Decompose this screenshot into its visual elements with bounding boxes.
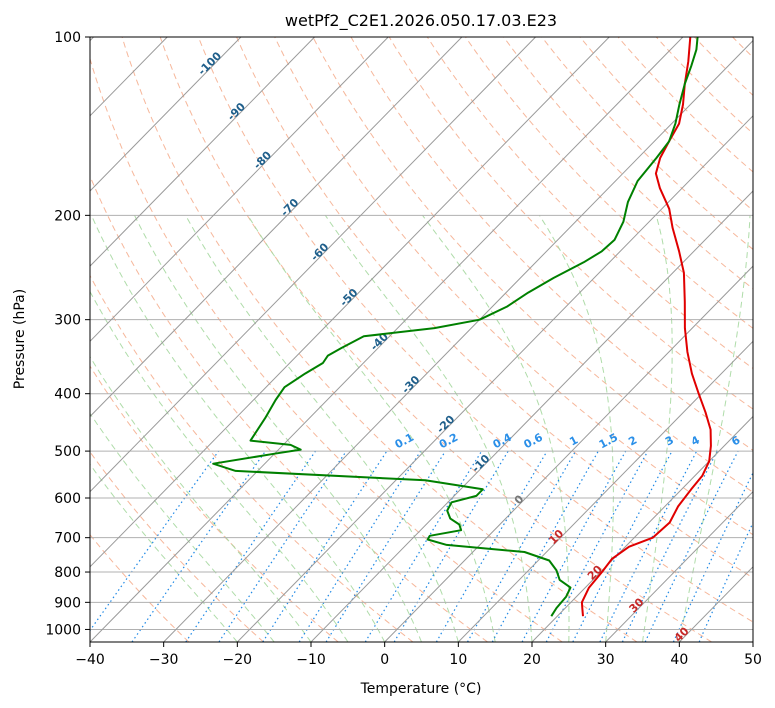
isotherm-line: [531, 415, 753, 642]
x-tick-label: 20: [523, 652, 541, 668]
mixing-ratio-line: [521, 450, 627, 642]
mixing-ratio-line: [393, 450, 509, 642]
y-axis: 100 200 300 400 500 600 700 800 900 1000: [45, 30, 90, 638]
x-tick-label: −40: [75, 652, 105, 668]
x-tick-label: −20: [223, 652, 253, 668]
mixing-ratio-line: [491, 450, 599, 642]
chart-title: wetPf2_C2E1.2026.050.17.03.E23: [285, 11, 557, 31]
isotherm-line: [310, 190, 753, 642]
dry-adiabat: [90, 451, 264, 642]
y-tick-label: 1000: [45, 622, 81, 638]
isotherm-line: [90, 37, 242, 192]
isotherm-line: [457, 340, 753, 642]
moist-adiabat: [90, 290, 349, 642]
dry-adiabat: [426, 37, 753, 370]
mixing-ratio-line: [698, 521, 753, 642]
moist-adiabat: [324, 215, 533, 642]
isotherm-line: [90, 37, 610, 568]
moist-adiabat: [538, 215, 614, 642]
y-tick-label: 700: [54, 531, 81, 547]
plot-frame: [89, 36, 754, 643]
dry-adiabat: [90, 57, 563, 642]
mixing-ratio-line: [364, 450, 483, 642]
y-tick-label: 200: [54, 208, 81, 224]
temperature-line: [580, 37, 712, 617]
mixing-ratio-lines: [90, 450, 753, 642]
x-tick-label: 0: [380, 652, 389, 668]
mixing-ratio-line: [644, 450, 739, 642]
mixing-ratio-line: [466, 450, 577, 642]
dry-adiabat: [350, 37, 753, 451]
isotherm-line: [384, 265, 753, 642]
dry-adiabat: [312, 37, 753, 493]
moist-adiabat: [90, 215, 386, 642]
dry-adiabat: [617, 37, 753, 173]
y-tick-label: 300: [54, 313, 81, 329]
isotherms: [90, 37, 753, 642]
isotherm-line: [605, 490, 753, 642]
y-tick-label: 800: [54, 565, 81, 581]
x-tick-label: 30: [597, 652, 615, 668]
pressure-gridlines: [90, 37, 753, 630]
dry-adiabat: [274, 37, 753, 536]
dry-adiabats: [90, 37, 753, 642]
y-tick-label: 100: [54, 30, 81, 46]
moist-adiabat: [134, 215, 422, 642]
mixing-ratio-line: [325, 450, 446, 642]
moist-adiabat: [90, 412, 275, 642]
isotherm-line: [90, 37, 684, 642]
dewpoint-line: [212, 37, 699, 617]
y-tick-label: 600: [54, 491, 81, 507]
moist-adiabat: [642, 215, 673, 642]
x-tick-label: −30: [149, 652, 179, 668]
mixing-ratio-line: [131, 450, 266, 642]
moist-adiabat: [422, 215, 570, 642]
profile-series: [212, 37, 712, 617]
moist-adiabat: [90, 463, 238, 642]
x-axis: −40 −30 −20 −10 0 10 20 30 40 50: [75, 642, 762, 668]
mixing-ratio-line: [435, 450, 548, 642]
y-axis-title: Pressure (hPa): [12, 289, 28, 389]
dry-adiabat: [159, 37, 712, 642]
dry-adiabat: [579, 37, 753, 212]
dry-adiabat: [236, 37, 753, 579]
moist-adiabat: [678, 215, 751, 642]
moist-adiabat: [185, 215, 459, 642]
isotherm-line: [90, 37, 389, 343]
y-tick-label: 400: [54, 387, 81, 403]
x-tick-label: 10: [449, 652, 467, 668]
dry-adiabat: [90, 174, 488, 642]
moist-adiabat: [90, 355, 312, 642]
x-tick-label: −10: [296, 652, 326, 668]
isotherm-line: [236, 115, 753, 642]
moist-adiabats: [90, 215, 751, 642]
mixing-ratio-line: [262, 450, 388, 642]
isotherm-line: [90, 37, 536, 493]
dry-adiabat: [121, 37, 638, 642]
dry-adiabat: [90, 274, 414, 642]
isotherm-line: [163, 39, 753, 642]
mixing-ratio-line: [298, 450, 422, 642]
dry-adiabat: [388, 37, 753, 410]
x-axis-title: Temperature (°C): [360, 681, 482, 697]
y-tick-label: 900: [54, 595, 81, 611]
x-tick-label: 40: [670, 652, 688, 668]
plot-area: -100-90-80-70-60-50-40-30-20-10010203040…: [90, 37, 753, 642]
isotherm-line: [90, 37, 315, 267]
y-tick-label: 500: [54, 444, 81, 460]
x-tick-label: 50: [744, 652, 762, 668]
mixing-ratio-line: [90, 450, 220, 632]
isotherm-line: [90, 37, 463, 418]
mixing-ratio-line: [672, 471, 753, 642]
dry-adiabat: [465, 37, 753, 329]
moist-adiabat: [247, 215, 496, 642]
